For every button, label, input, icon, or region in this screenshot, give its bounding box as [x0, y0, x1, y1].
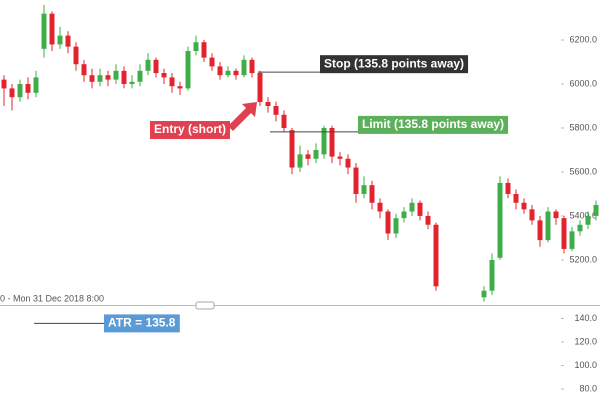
candle-body	[505, 182, 511, 194]
candle-body	[393, 218, 399, 234]
candle-body	[329, 127, 335, 157]
candle-body	[305, 154, 311, 159]
candle-body	[513, 193, 519, 203]
y-tick-label: 6000.0	[569, 78, 597, 88]
candle-body	[289, 130, 295, 168]
panel-handle[interactable]	[195, 301, 215, 310]
candle-body	[113, 70, 119, 80]
candle-body	[89, 75, 95, 82]
candle-body	[585, 215, 591, 225]
candle-body	[25, 84, 31, 93]
annotation-box	[320, 55, 469, 74]
candle-body	[225, 70, 231, 76]
date-label: 0 - Mon 31 Dec 2018 8:00	[0, 293, 104, 303]
y-tick-label: 140.0	[574, 313, 597, 323]
candle-body	[145, 59, 151, 71]
candle-body	[57, 35, 63, 45]
candle-body	[193, 42, 199, 52]
y-tick-label: 5600.0	[569, 166, 597, 176]
y-tick-label: 100.0	[574, 360, 597, 370]
annotation-label: Entry (short)	[154, 122, 226, 136]
candle-body	[537, 220, 543, 241]
annotation-box	[358, 115, 509, 134]
y-tick-label: 80.0	[579, 383, 597, 393]
candle-body	[369, 185, 375, 203]
candle-body	[169, 77, 175, 87]
annotation-box	[149, 121, 230, 140]
candle-body	[153, 59, 159, 74]
candle-body	[121, 70, 127, 85]
candle-body	[489, 259, 495, 291]
candle-body	[249, 59, 255, 74]
candle-body	[553, 211, 559, 219]
candle-body	[65, 35, 71, 47]
candle-body	[409, 202, 415, 212]
candle-body	[545, 211, 551, 241]
annotation-label: Limit (135.8 points away)	[362, 117, 504, 131]
candle-body	[185, 51, 191, 89]
candle-body	[81, 64, 87, 76]
candle-body	[529, 209, 535, 221]
candle-body	[313, 149, 319, 159]
annotation-label: ATR = 135.8	[108, 316, 176, 330]
candle-body	[297, 154, 303, 168]
candle-body	[209, 57, 215, 67]
candle-body	[161, 73, 167, 78]
candle-body	[281, 114, 287, 128]
candle-body	[9, 88, 15, 98]
candle-body	[417, 202, 423, 216]
candle-body	[49, 13, 55, 45]
y-tick-label: 6200.0	[569, 34, 597, 44]
candle-body	[337, 156, 343, 159]
candle-body	[17, 84, 23, 98]
candle-body	[353, 167, 359, 194]
candle-body	[433, 224, 439, 287]
candle-body	[1, 79, 7, 89]
y-tick-label: 120.0	[574, 336, 597, 346]
entry-arrow	[228, 102, 257, 132]
candle-body	[377, 202, 383, 212]
candle-body	[401, 211, 407, 219]
candle-body	[129, 81, 135, 85]
candle-body	[177, 86, 183, 89]
candle-body	[497, 182, 503, 258]
candle-body	[345, 158, 351, 168]
candle-body	[33, 77, 39, 93]
candle-body	[321, 127, 327, 155]
candle-body	[41, 13, 47, 49]
candle-body	[577, 224, 583, 232]
candle-body	[233, 70, 239, 76]
candle-body	[569, 231, 575, 249]
candle-body	[561, 218, 567, 249]
candle-body	[361, 185, 367, 194]
candle-body	[273, 105, 279, 115]
candle-body	[521, 202, 527, 210]
y-tick-label: 5800.0	[569, 122, 597, 132]
candle-body	[201, 42, 207, 58]
candle-body	[481, 290, 487, 298]
candle-body	[385, 211, 391, 234]
candle-body	[425, 215, 431, 225]
y-tick-label: 5400.0	[569, 210, 597, 220]
candle-body	[105, 75, 111, 80]
y-tick-label: 5200.0	[569, 254, 597, 264]
annotation-label: Stop (135.8 points away)	[324, 56, 464, 70]
candle-body	[217, 66, 223, 76]
candle-body	[265, 102, 271, 106]
candle-body	[73, 46, 79, 65]
candle-body	[97, 75, 103, 82]
candle-body	[137, 70, 143, 82]
annotation-box	[104, 314, 180, 333]
candle-body	[593, 204, 599, 216]
candle-body	[241, 59, 247, 76]
candle-body	[257, 73, 263, 103]
